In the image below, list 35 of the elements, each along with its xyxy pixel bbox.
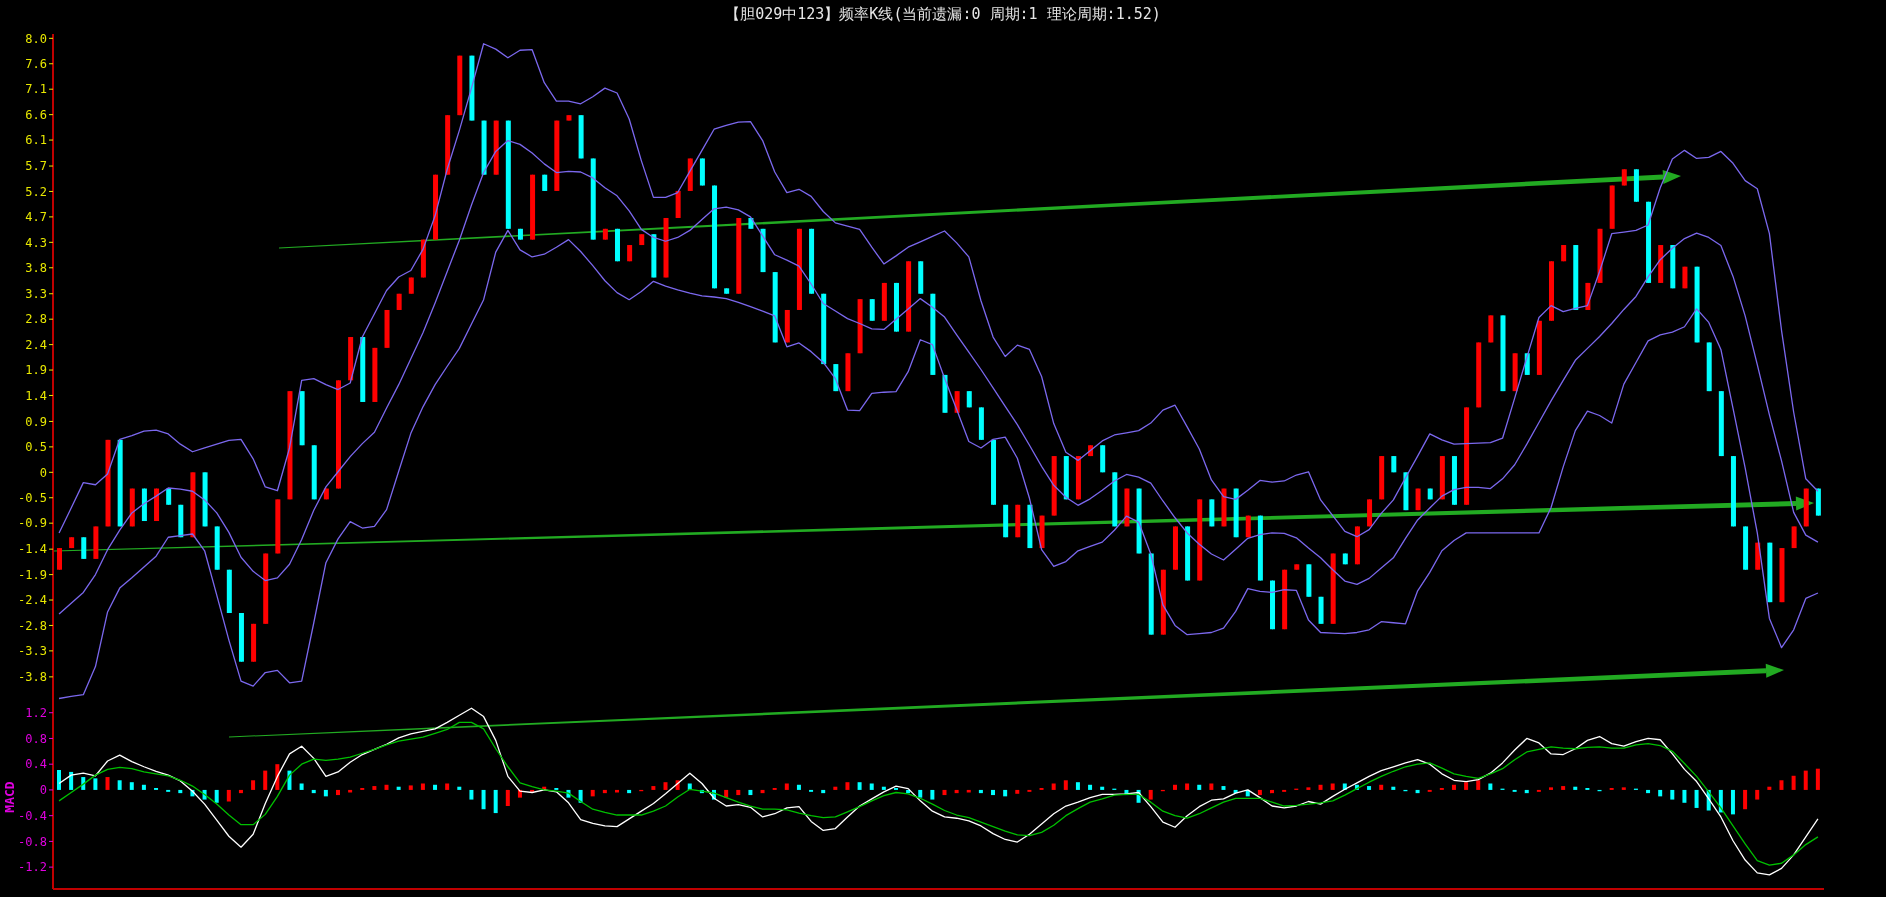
- y-tick-label: -1.9: [18, 567, 47, 582]
- chart-title: 【胆029中123】频率K线(当前遗漏:0 周期:1 理论周期:1.52): [724, 5, 1162, 24]
- y-tick-label: 0: [39, 465, 47, 480]
- y-tick-label: -2.8: [18, 618, 47, 633]
- y-tick-label: 2.8: [25, 312, 47, 327]
- y-tick-label: -1.4: [18, 542, 47, 557]
- y-tick-label: -0.8: [18, 834, 47, 849]
- y-tick-label: 3.3: [25, 287, 47, 301]
- y-tick-label: -2.4: [18, 593, 47, 608]
- y-tick-label: 1.2: [25, 705, 47, 720]
- y-tick-label: -0.4: [18, 808, 47, 823]
- y-tick-label: -0.9: [18, 516, 47, 531]
- y-tick-label: -0.5: [18, 491, 47, 506]
- y-tick-label: 0.8: [25, 731, 47, 746]
- y-tick-label: 7.1: [25, 82, 47, 97]
- y-tick-label: 0.9: [25, 414, 47, 429]
- y-tick-label: 8.0: [25, 31, 47, 46]
- y-tick-label: 0: [39, 783, 47, 798]
- y-tick-label: 5.7: [25, 159, 47, 174]
- y-tick-label: 6.1: [25, 133, 47, 148]
- y-tick-label: 0.5: [25, 440, 47, 455]
- y-tick-label: 5.2: [25, 184, 47, 199]
- y-tick-label: 7.6: [25, 57, 47, 72]
- y-axis-title: MACD: [1, 781, 17, 813]
- y-tick-label: 1.9: [25, 363, 47, 378]
- y-tick-label: 3.8: [25, 261, 47, 276]
- y-tick-label: 4.3: [25, 235, 47, 250]
- y-tick-label: 6.6: [25, 107, 47, 122]
- y-tick-label: -3.8: [18, 670, 47, 685]
- y-tick-label: 4.7: [25, 210, 47, 225]
- y-tick-label: 1.4: [25, 388, 47, 403]
- y-tick-label: 0.4: [25, 757, 47, 772]
- y-tick-label: -3.3: [18, 644, 47, 659]
- y-tick-label: 2.4: [25, 337, 47, 352]
- y-tick-label: -1.2: [18, 860, 47, 875]
